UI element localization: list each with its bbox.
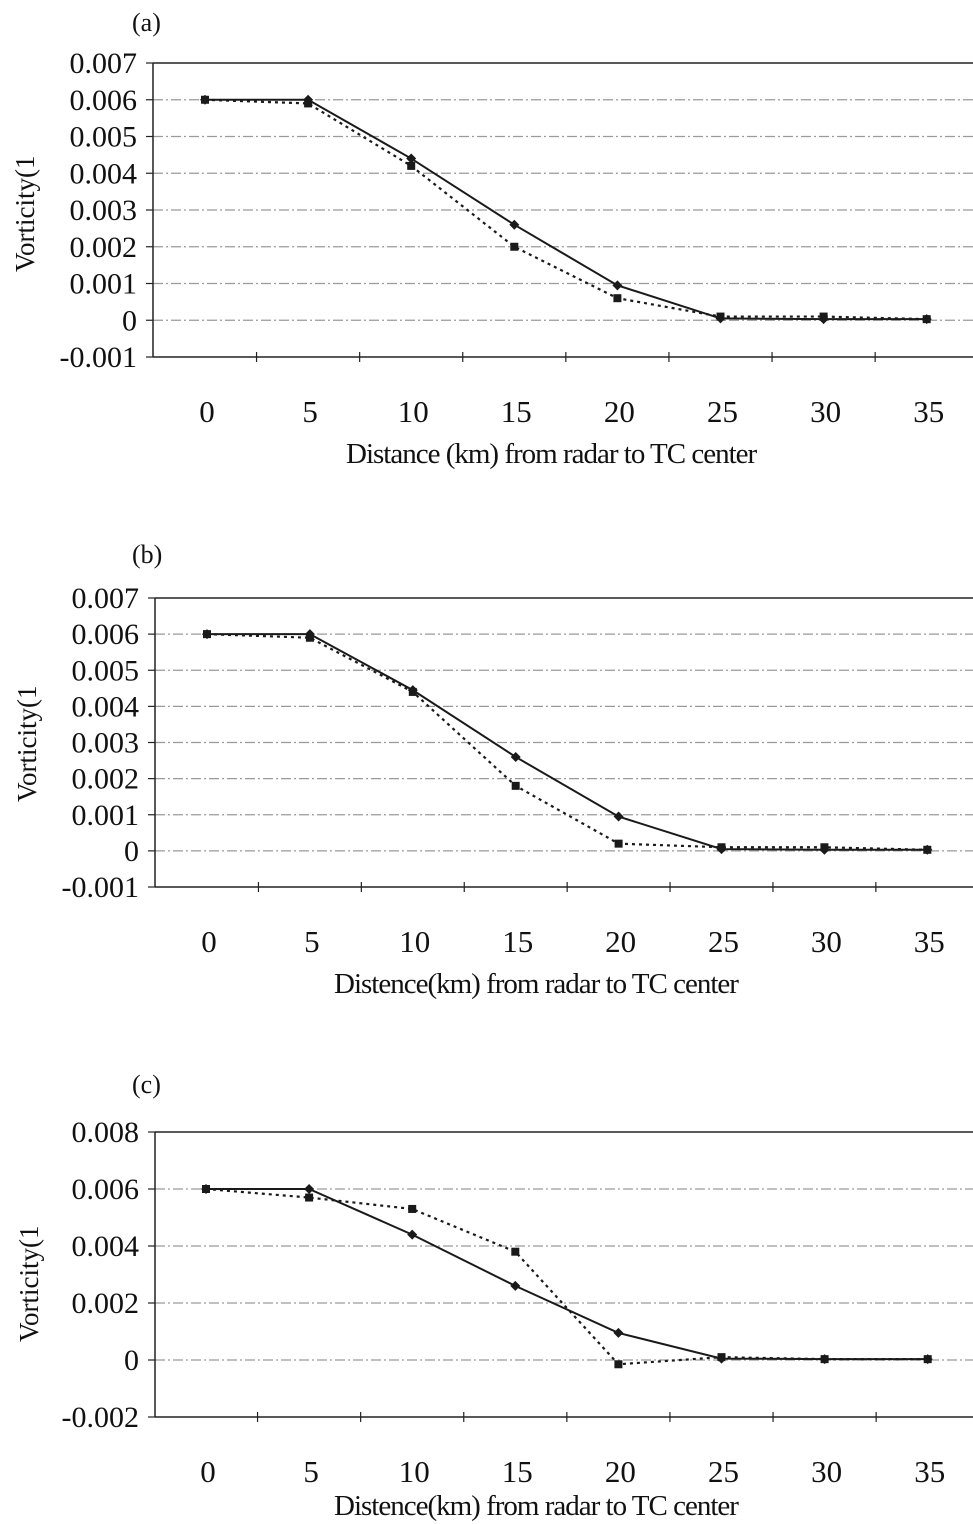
y-tick-label: 0.002 [72,763,140,796]
data-point-diamond [613,1327,624,1338]
y-tick-label: 0.003 [70,194,138,227]
x-tick-label: 20 [604,394,635,429]
data-point-square [202,1185,210,1193]
data-point-square [614,839,623,848]
data-point-square [819,312,828,321]
data-point-square [922,315,931,324]
data-point-square [716,312,725,321]
y-tick-label: -0.002 [62,1401,140,1434]
y-tick-label: 0.008 [72,1116,140,1149]
x-tick-label: 30 [810,394,841,429]
data-point-square [203,630,211,639]
x-tick-label: 10 [399,1454,430,1489]
data-point-square [407,161,416,170]
data-point-square [305,633,314,642]
data-point-square [510,242,519,251]
x-tick-label: 15 [502,924,533,959]
x-tick-label: 20 [605,924,636,959]
data-point-diamond [509,219,520,230]
data-point-diamond [304,1184,315,1194]
y-tick-label: 0 [124,835,139,868]
x-tick-label: 20 [605,1454,636,1489]
data-point-diamond [612,280,623,291]
y-tick-label: 0 [122,304,137,337]
x-axis-label: Distence(km) from radar to TC center [334,968,739,1000]
data-point-square [201,95,209,104]
x-tick-label: 0 [200,1454,216,1489]
y-tick-label: 0.004 [72,1230,140,1263]
data-point-square [717,843,726,852]
x-tick-label: 0 [199,394,215,429]
y-tick-label: 0.004 [72,690,140,723]
data-point-square [717,1353,726,1362]
y-tick-label: 0.007 [72,582,140,615]
chart-panel-a: (a) Vorticity(1 Distance (km) from radar… [0,0,973,490]
y-tick-label: -0.001 [60,341,138,374]
x-tick-label: 25 [708,924,739,959]
x-axis-label: Distence(km) from radar to TC center [334,1490,739,1522]
chart-panel-c: (c) Vorticity(1 Distence(km) from radar … [0,1060,973,1524]
x-tick-label: 5 [304,924,320,959]
data-point-square [511,1247,520,1256]
y-tick-label: 0.006 [72,1173,140,1206]
x-tick-label: 25 [707,394,738,429]
data-point-diamond [406,153,417,164]
series-line-dotted [204,98,927,321]
series-line-solid [205,98,927,321]
x-tick-label: 10 [398,394,429,429]
x-axis-label: Distance (km) from radar to TC center [346,438,757,470]
data-point-square [408,1204,417,1213]
data-point-square [304,99,313,108]
panel-label: (c) [132,1070,161,1099]
data-point-diamond [613,811,624,822]
series-line-dotted [205,1187,928,1366]
x-tick-label: 10 [399,924,430,959]
chart-svg: -0.002 0 0.002 0.004 0.006 0.008 0 5 10 15 20 25 30 3… [62,1116,973,1489]
x-tick-label: 15 [502,1454,533,1489]
y-tick-label: 0.002 [72,1287,140,1320]
y-tick-label: 0 [124,1344,139,1377]
x-tick-label: 30 [811,1454,842,1489]
chart-svg: -0.00100.0010.0020.0030.0040.0050.0060.0… [60,47,973,429]
y-tick-label: 0.001 [72,799,140,832]
data-point-diamond [407,1229,418,1240]
x-tick-label: 35 [914,1454,945,1489]
y-tick-label: 0.005 [70,121,138,154]
x-tick-label: 5 [302,394,318,429]
y-tick-label: 0.003 [72,727,140,760]
data-point-diamond [510,1280,521,1291]
data-point-square [923,845,932,854]
y-tick-label: 0.004 [70,157,138,190]
series-line-solid [206,1188,928,1361]
data-point-square [408,687,417,696]
data-point-square [614,1360,623,1369]
y-tick-label: 0.005 [72,654,140,687]
x-tick-label: 30 [811,924,842,959]
data-point-square [511,781,520,790]
data-point-square [923,1355,932,1364]
y-tick-label: 0.002 [70,231,138,264]
x-tick-label: 15 [501,394,532,429]
x-tick-label: 35 [913,394,944,429]
chart-panel-b: (b) Vorticity(1 Distence(km) from radar … [0,530,973,1020]
data-point-diamond [510,751,521,762]
x-tick-label: 35 [914,924,945,959]
data-point-square [305,1193,314,1202]
data-point-square [820,843,829,852]
panel-label: (b) [132,540,163,569]
y-tick-label: 0.006 [72,618,140,651]
y-tick-label: 0.001 [70,268,138,301]
data-point-square [613,294,622,303]
y-tick-label: 0.006 [70,84,138,117]
panel-label: (a) [132,8,161,37]
x-tick-label: 5 [303,1454,319,1489]
x-tick-label: 25 [708,1454,739,1489]
series-line-solid [207,633,928,851]
series-line-dotted [206,633,928,851]
chart-svg: -0.00100.0010.0020.0030.0040.0050.0060.0… [62,582,973,959]
y-tick-label: -0.001 [62,871,140,904]
data-point-square [820,1355,829,1364]
y-tick-label: 0.007 [70,47,138,80]
x-tick-label: 0 [201,924,217,959]
